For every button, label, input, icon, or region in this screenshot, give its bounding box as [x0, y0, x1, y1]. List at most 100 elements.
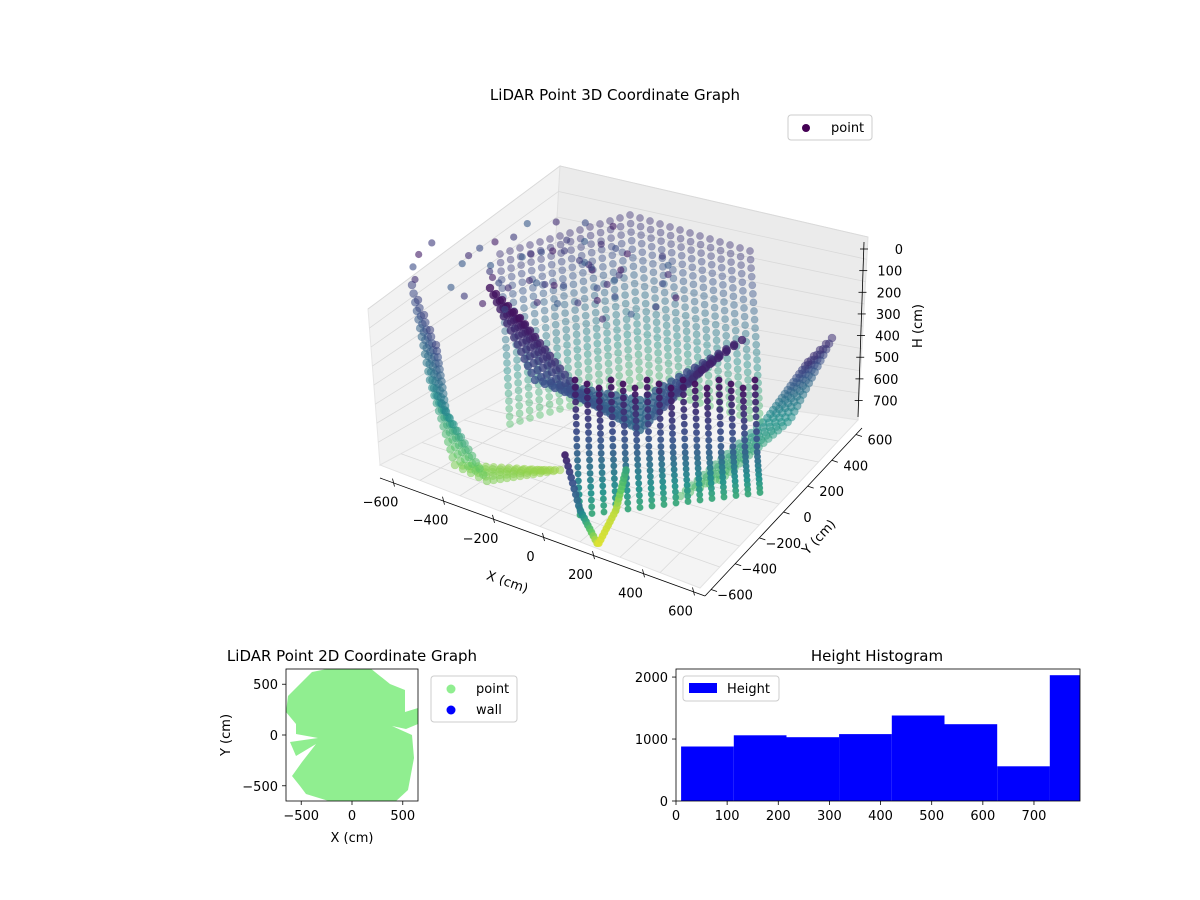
- lidar-point: [645, 449, 653, 457]
- lidar-point: [603, 336, 612, 345]
- lidar-point: [636, 222, 645, 231]
- lidar-point: [655, 387, 663, 395]
- lidar-point: [596, 423, 604, 431]
- lidar-point: [717, 255, 725, 263]
- lidar-point: [752, 413, 760, 421]
- z-tick-label-3d: 600: [874, 373, 899, 388]
- x-tick-label-histogram: 0: [672, 809, 680, 824]
- lidar-point: [716, 398, 724, 406]
- lidar-point: [730, 309, 739, 318]
- lidar-point: [706, 235, 714, 243]
- lidar-point: [657, 245, 666, 254]
- lidar-point: [502, 343, 511, 352]
- lidar-point: [728, 275, 737, 284]
- histogram-bar: [944, 724, 998, 801]
- lidar-point: [597, 436, 605, 444]
- x-tick-label-histogram: 600: [970, 809, 995, 824]
- lidar-point: [623, 338, 632, 347]
- lidar-point: [415, 250, 423, 259]
- lidar-point: [584, 365, 593, 374]
- lidar-point: [501, 335, 510, 344]
- lidar-point: [678, 260, 687, 269]
- lidar-point: [525, 326, 535, 335]
- lidar-point: [646, 217, 654, 225]
- x-tick-label-histogram: 500: [919, 809, 944, 824]
- lidar-point: [743, 353, 751, 361]
- lidar-point: [535, 388, 543, 396]
- lidar-point: [716, 420, 724, 428]
- lidar-point: [515, 409, 524, 418]
- lidar-point: [571, 383, 579, 391]
- lidar-point: [643, 383, 651, 391]
- lidar-point: [555, 364, 565, 373]
- lidar-point: [683, 342, 692, 351]
- lidar-point: [571, 314, 580, 323]
- lidar-point: [611, 481, 619, 489]
- lidar-point: [717, 442, 725, 450]
- lidar-point: [689, 271, 697, 280]
- lidar-point: [580, 286, 588, 294]
- lidar-point: [573, 449, 581, 457]
- lidar-point: [479, 300, 487, 308]
- lidar-point: [703, 397, 711, 405]
- lidar-point: [569, 271, 577, 280]
- lidar-point: [690, 297, 699, 306]
- lidar-point: [667, 240, 675, 248]
- lidar-point: [658, 472, 666, 480]
- z-tick-label-3d: 300: [876, 308, 901, 323]
- lidar-point: [705, 436, 713, 444]
- lidar-point: [693, 442, 701, 450]
- lidar-point: [716, 405, 724, 413]
- lidar-point: [563, 341, 571, 349]
- lidar-point: [415, 303, 424, 313]
- y-tick-label-2d: 500: [253, 678, 278, 693]
- lidar-point: [506, 420, 514, 428]
- lidar-point: [607, 391, 615, 399]
- lidar-point: [743, 368, 752, 377]
- z-axis-line: [857, 241, 865, 418]
- lidar-point: [752, 340, 761, 349]
- lidar-point: [509, 289, 517, 298]
- lidar-point: [609, 456, 617, 464]
- lidar-point: [624, 505, 632, 513]
- lidar-point: [619, 387, 627, 395]
- lidar-point: [753, 442, 761, 450]
- lidar-point: [705, 443, 713, 451]
- lidar-point: [716, 413, 724, 421]
- lidar-point: [635, 479, 643, 487]
- lidar-point: [537, 255, 545, 263]
- lidar-point: [664, 271, 672, 279]
- lidar-point: [595, 397, 603, 405]
- lidar-point: [577, 243, 585, 251]
- grid-line-3d: [373, 267, 555, 386]
- y-axis-label-2d: Y (cm): [219, 714, 234, 757]
- y-ticks-histogram: 0 1000 2000: [635, 671, 676, 810]
- lidar-point: [546, 408, 554, 416]
- lidar-point: [487, 261, 495, 270]
- lidar-point: [691, 380, 699, 388]
- x-tick-label-histogram: 200: [766, 809, 791, 824]
- lidar-point: [652, 318, 661, 327]
- lidar-point: [596, 417, 604, 425]
- lidar-point: [687, 254, 696, 263]
- lidar-point: [584, 408, 592, 416]
- lidar-point: [699, 283, 708, 292]
- lidar-point: [653, 341, 662, 350]
- y-tick-label-histogram: 2000: [635, 671, 668, 686]
- lidar-point: [715, 383, 723, 391]
- lidar-point: [584, 429, 592, 437]
- lidar-point: [621, 442, 629, 450]
- lidar-point: [619, 394, 627, 402]
- lidar-point: [452, 426, 462, 436]
- histogram-bar: [786, 737, 840, 801]
- lidar-point: [667, 397, 675, 405]
- lidar-point: [707, 260, 716, 269]
- lidar-point: [692, 429, 700, 437]
- lidar-point: [666, 231, 675, 240]
- lidar-point: [616, 222, 625, 231]
- lidar-point: [516, 417, 524, 425]
- chart-3d-title: LiDAR Point 3D Coordinate Graph: [490, 86, 740, 104]
- lidar-point: [620, 429, 628, 437]
- lidar-point: [610, 468, 618, 476]
